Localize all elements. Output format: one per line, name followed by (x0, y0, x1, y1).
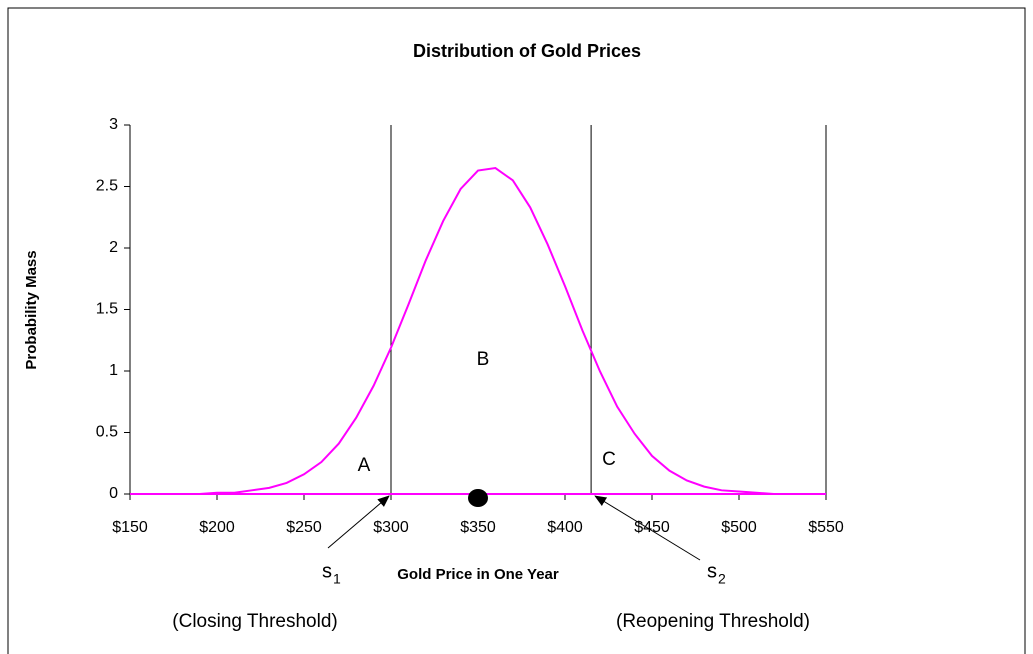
y-tick-label: 2 (109, 239, 118, 256)
threshold-caption: (Closing Threshold) (172, 611, 337, 632)
threshold-arrow (327, 495, 390, 549)
x-tick-label: $200 (199, 519, 235, 536)
x-tick-label: $450 (634, 519, 670, 536)
y-tick-label: 2.5 (96, 178, 118, 195)
region-label: C (602, 449, 616, 470)
x-tick-label: $500 (721, 519, 757, 536)
y-tick-label: 0.5 (96, 424, 118, 441)
x-tick-label: $150 (112, 519, 148, 536)
x-tick-label: $400 (547, 519, 583, 536)
y-tick-label: 1.5 (96, 301, 118, 318)
x-tick-label: $300 (373, 519, 409, 536)
y-tick-label: 1 (109, 362, 118, 379)
curve (130, 167, 826, 495)
threshold-subscript: 1 (333, 571, 341, 587)
x-tick-label: $550 (808, 519, 844, 536)
price-marker (468, 489, 488, 507)
y-axis-label: Probability Mass (23, 250, 40, 369)
threshold-caption: (Reopening Threshold) (616, 611, 810, 632)
threshold-subscript: 2 (718, 571, 726, 587)
region-label: A (358, 455, 371, 476)
chart-title: Distribution of Gold Prices (413, 41, 641, 61)
threshold-symbol: s (707, 560, 717, 582)
y-tick-label: 0 (109, 485, 118, 502)
y-tick-label: 3 (109, 116, 118, 133)
region-label: B (477, 349, 490, 370)
threshold-arrow (594, 495, 701, 561)
frame (7, 7, 1026, 654)
threshold-symbol: s (322, 560, 332, 582)
x-tick-label: $350 (460, 519, 496, 536)
x-tick-label: $250 (286, 519, 322, 536)
x-axis-label: Gold Price in One Year (397, 566, 559, 583)
